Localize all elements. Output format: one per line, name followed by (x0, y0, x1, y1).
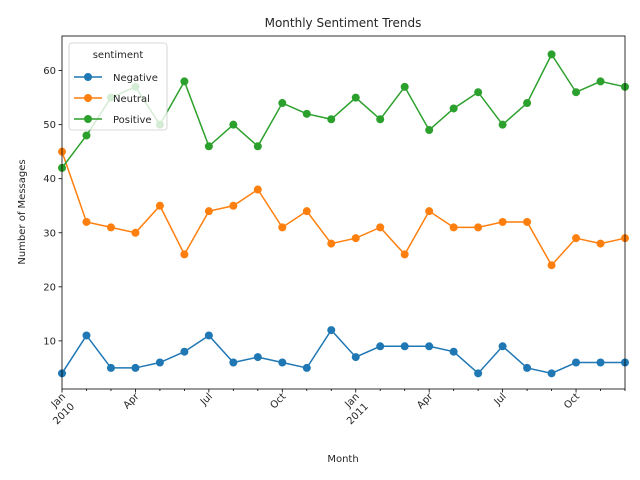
data-point-neutral (229, 201, 238, 210)
data-point-neutral (253, 185, 262, 194)
data-point-negative (229, 358, 238, 367)
data-point-negative (204, 331, 213, 340)
data-point-neutral (449, 223, 458, 232)
data-point-positive (278, 99, 287, 108)
legend: sentiment Negative Neutral Positive (68, 42, 168, 131)
data-point-negative (547, 369, 556, 378)
x-tick-label: Apr (122, 391, 143, 412)
data-point-neutral (106, 223, 115, 232)
data-point-negative (278, 358, 287, 367)
data-point-negative (498, 342, 507, 351)
x-tick-label: Apr (415, 391, 436, 412)
data-point-positive (82, 131, 91, 140)
data-point-positive (253, 142, 262, 151)
data-point-neutral (400, 250, 409, 259)
data-point-negative (106, 363, 115, 372)
data-point-neutral (498, 217, 507, 226)
data-point-neutral (131, 228, 140, 237)
series-line-negative (61, 328, 625, 375)
data-point-neutral (278, 223, 287, 232)
data-point-negative (180, 347, 189, 356)
data-point-neutral (204, 207, 213, 216)
data-point-positive (327, 115, 336, 124)
legend-title: sentiment (93, 50, 144, 61)
plot-frame (61, 35, 626, 390)
data-point-positive (596, 77, 605, 86)
data-point-negative (302, 363, 311, 372)
data-point-negative (572, 358, 581, 367)
x-tick-label: Oct (268, 391, 288, 411)
data-point-negative (327, 326, 336, 335)
data-point-positive (425, 126, 434, 135)
data-point-positive (498, 120, 507, 129)
data-point-positive (523, 99, 532, 108)
data-point-negative (449, 347, 458, 356)
data-point-negative (82, 331, 91, 340)
data-point-neutral (351, 234, 360, 243)
y-axis-label: Number of Messages (17, 159, 28, 264)
data-point-neutral (425, 207, 434, 216)
y-tick-label: 10 (43, 336, 56, 347)
data-point-negative (376, 342, 385, 351)
series-line-neutral (61, 151, 626, 267)
legend-box (68, 42, 168, 131)
legend-items: Negative Neutral Positive (74, 73, 158, 126)
legend-marker-neutral (84, 94, 92, 102)
data-point-negative (351, 353, 360, 362)
legend-label-negative: Negative (113, 73, 158, 84)
x-tick-label: Jul (492, 391, 509, 408)
data-point-neutral (82, 217, 91, 226)
data-point-neutral (180, 250, 189, 259)
data-point-negative (155, 358, 164, 367)
data-point-negative (131, 363, 140, 372)
data-point-positive (204, 142, 213, 151)
data-point-neutral (376, 223, 385, 232)
data-point-neutral (155, 201, 164, 210)
data-point-negative (400, 342, 409, 351)
data-point-neutral (547, 261, 556, 270)
data-point-positive (400, 82, 409, 91)
data-point-neutral (474, 223, 483, 232)
chart-title: Monthly Sentiment Trends (265, 16, 422, 30)
data-point-positive (302, 109, 311, 118)
y-axis-ticks: 10 20 30 40 50 60 (43, 66, 62, 347)
x-axis-label: Month (327, 454, 358, 465)
plot-lines (58, 50, 629, 378)
y-tick-label: 20 (43, 282, 56, 293)
data-point-positive (449, 104, 458, 113)
data-point-positive (572, 88, 581, 97)
data-point-neutral (596, 239, 605, 248)
data-point-positive (474, 88, 483, 97)
data-point-positive (351, 93, 360, 102)
x-tick-label: Oct (562, 391, 582, 411)
data-point-neutral (523, 217, 532, 226)
y-tick-label: 40 (43, 174, 56, 185)
data-point-neutral (327, 239, 336, 248)
legend-marker-negative (84, 73, 92, 81)
y-tick-label: 30 (43, 228, 56, 239)
data-point-positive (547, 50, 556, 59)
legend-label-neutral: Neutral (113, 94, 150, 105)
data-point-positive (229, 120, 238, 129)
data-point-negative (523, 363, 532, 372)
y-tick-label: 50 (43, 120, 56, 131)
data-point-negative (425, 342, 434, 351)
axes (61, 35, 626, 390)
x-tick-label: Jul (198, 391, 215, 408)
y-tick-label: 60 (43, 66, 56, 77)
data-point-neutral (572, 234, 581, 243)
data-point-neutral (302, 207, 311, 216)
legend-label-positive: Positive (113, 115, 152, 126)
data-point-negative (253, 353, 262, 362)
data-point-negative (596, 358, 605, 367)
data-point-negative (474, 369, 483, 378)
data-point-positive (376, 115, 385, 124)
legend-marker-positive (84, 115, 92, 123)
data-point-positive (180, 77, 189, 86)
